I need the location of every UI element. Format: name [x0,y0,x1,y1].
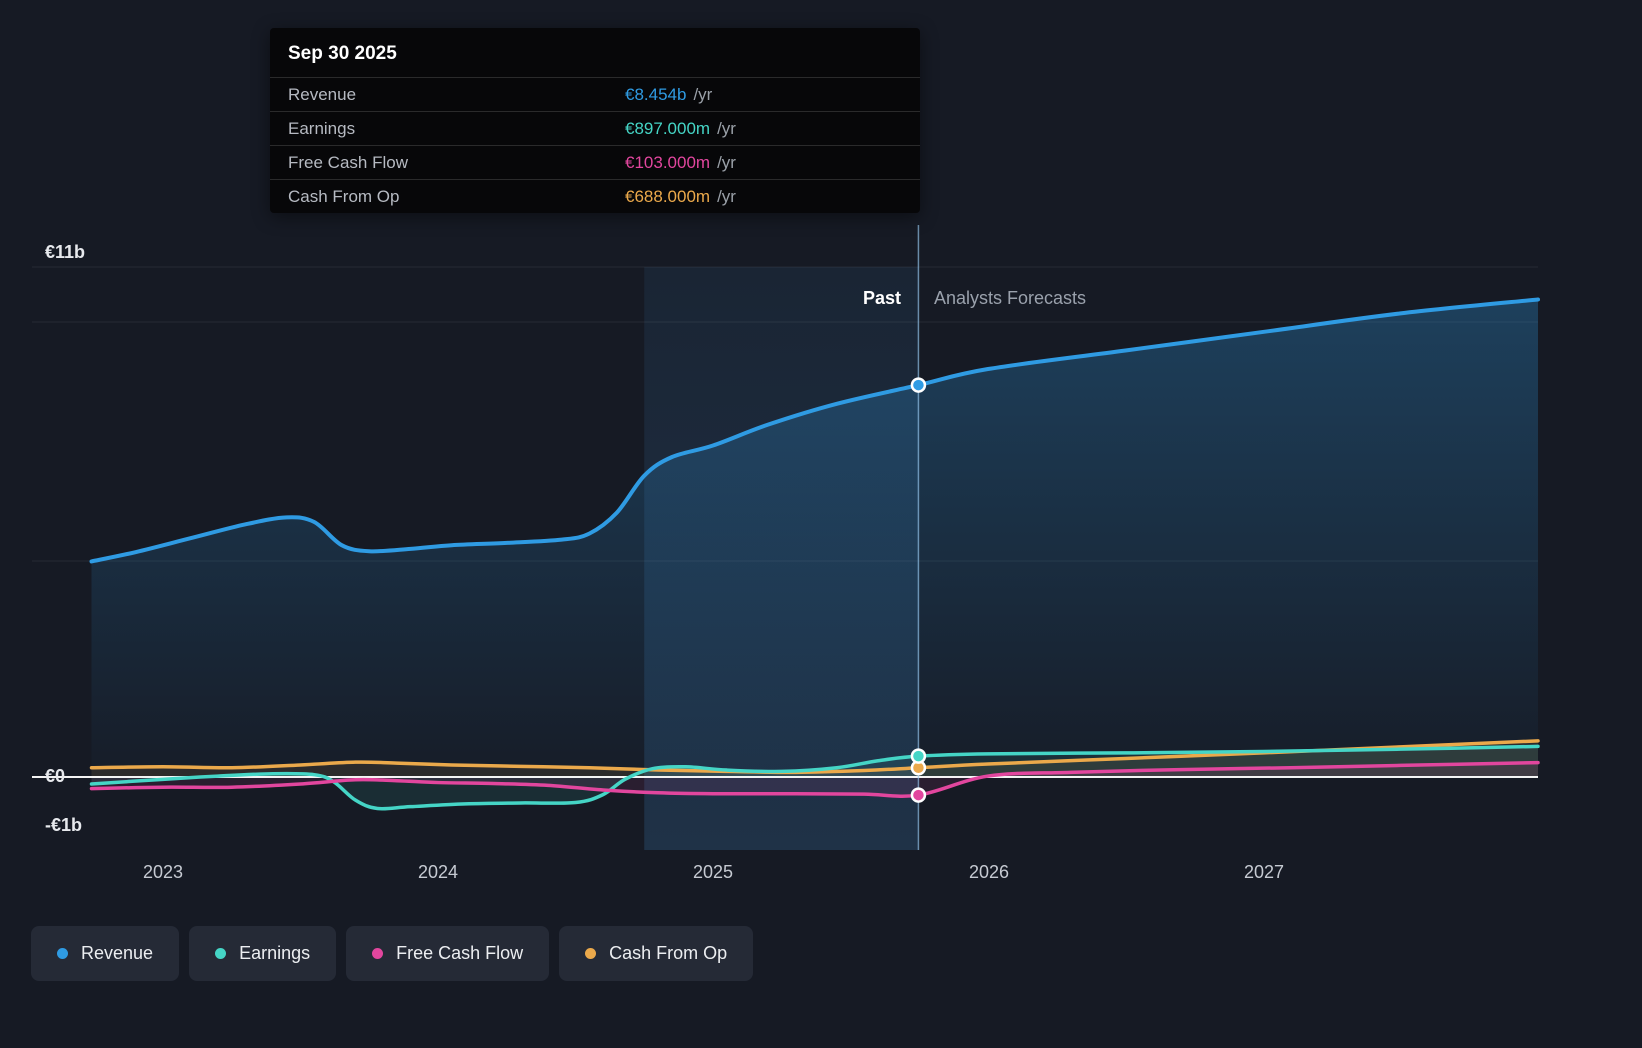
legend-label: Cash From Op [609,943,728,963]
earnings-dot-icon [215,948,227,959]
legend-label: Revenue [81,943,154,963]
past-label: Past [862,288,901,308]
x-tick-2026: 2026 [968,862,1010,882]
legend-label: Free Cash Flow [396,943,524,963]
tooltip-suffix: /yr [717,152,736,172]
legend-item-revenue[interactable]: Revenue [31,926,180,981]
marker-free-cash-flow [910,787,927,803]
series-line-cash-from-op [89,739,1540,775]
tooltip-label: Earnings [288,118,356,138]
series-line-free-cash-flow [89,760,1540,798]
x-tick-2025: 2025 [692,862,734,882]
tooltip-row-revenue: Revenue €8.454b /yr [270,77,920,111]
legend-item-earnings[interactable]: Earnings [189,926,337,981]
legend-item-free-cash-flow[interactable]: Free Cash Flow [346,926,550,981]
cash-from-op-dot-icon [585,948,597,959]
tooltip-value: €897.000m [625,118,711,138]
forecast-label: Analysts Forecasts [934,288,1087,308]
tooltip-suffix: /yr [693,84,713,104]
tooltip-row-free-cash-flow: Free Cash Flow €103.000m /yr [270,145,920,179]
series-line-revenue [89,297,1540,564]
legend-item-cash-from-op[interactable]: Cash From Op [559,926,754,981]
y-axis-label-neg1b: -€1b [45,815,83,835]
series-line-earnings [89,744,1540,811]
x-tick-2024: 2024 [417,862,459,882]
tooltip-date: Sep 30 2025 [288,43,397,64]
tooltip-label: Cash From Op [288,186,400,206]
tooltip-suffix: /yr [717,186,736,206]
legend-label: Earnings [239,943,311,963]
x-tick-2027: 2027 [1243,862,1285,882]
free-cash-flow-dot-icon [372,948,384,959]
tooltip-label: Revenue [288,84,357,104]
marker-revenue [910,377,927,393]
marker-earnings [910,748,927,764]
y-axis-label-0: €0 [45,766,66,786]
y-axis-label-11b: €11b [45,242,86,262]
tooltip-value: €103.000m [625,152,711,172]
tooltip-row-cash-from-op: Cash From Op €688.000m /yr [270,179,920,213]
revenue-dot-icon [57,948,68,959]
tooltip-label: Free Cash Flow [288,152,408,172]
tooltip-row-earnings: Earnings €897.000m /yr [270,111,920,145]
tooltip-value: €8.454b [625,84,687,104]
chart-tooltip: Sep 30 2025 Revenue €8.454b /yr Earnings… [270,28,920,213]
x-tick-2023: 2023 [142,862,184,882]
tooltip-suffix: /yr [717,118,736,138]
legend: Revenue Earnings Free Cash Flow Cash Fro… [31,926,754,981]
tooltip-value: €688.000m [625,186,711,206]
